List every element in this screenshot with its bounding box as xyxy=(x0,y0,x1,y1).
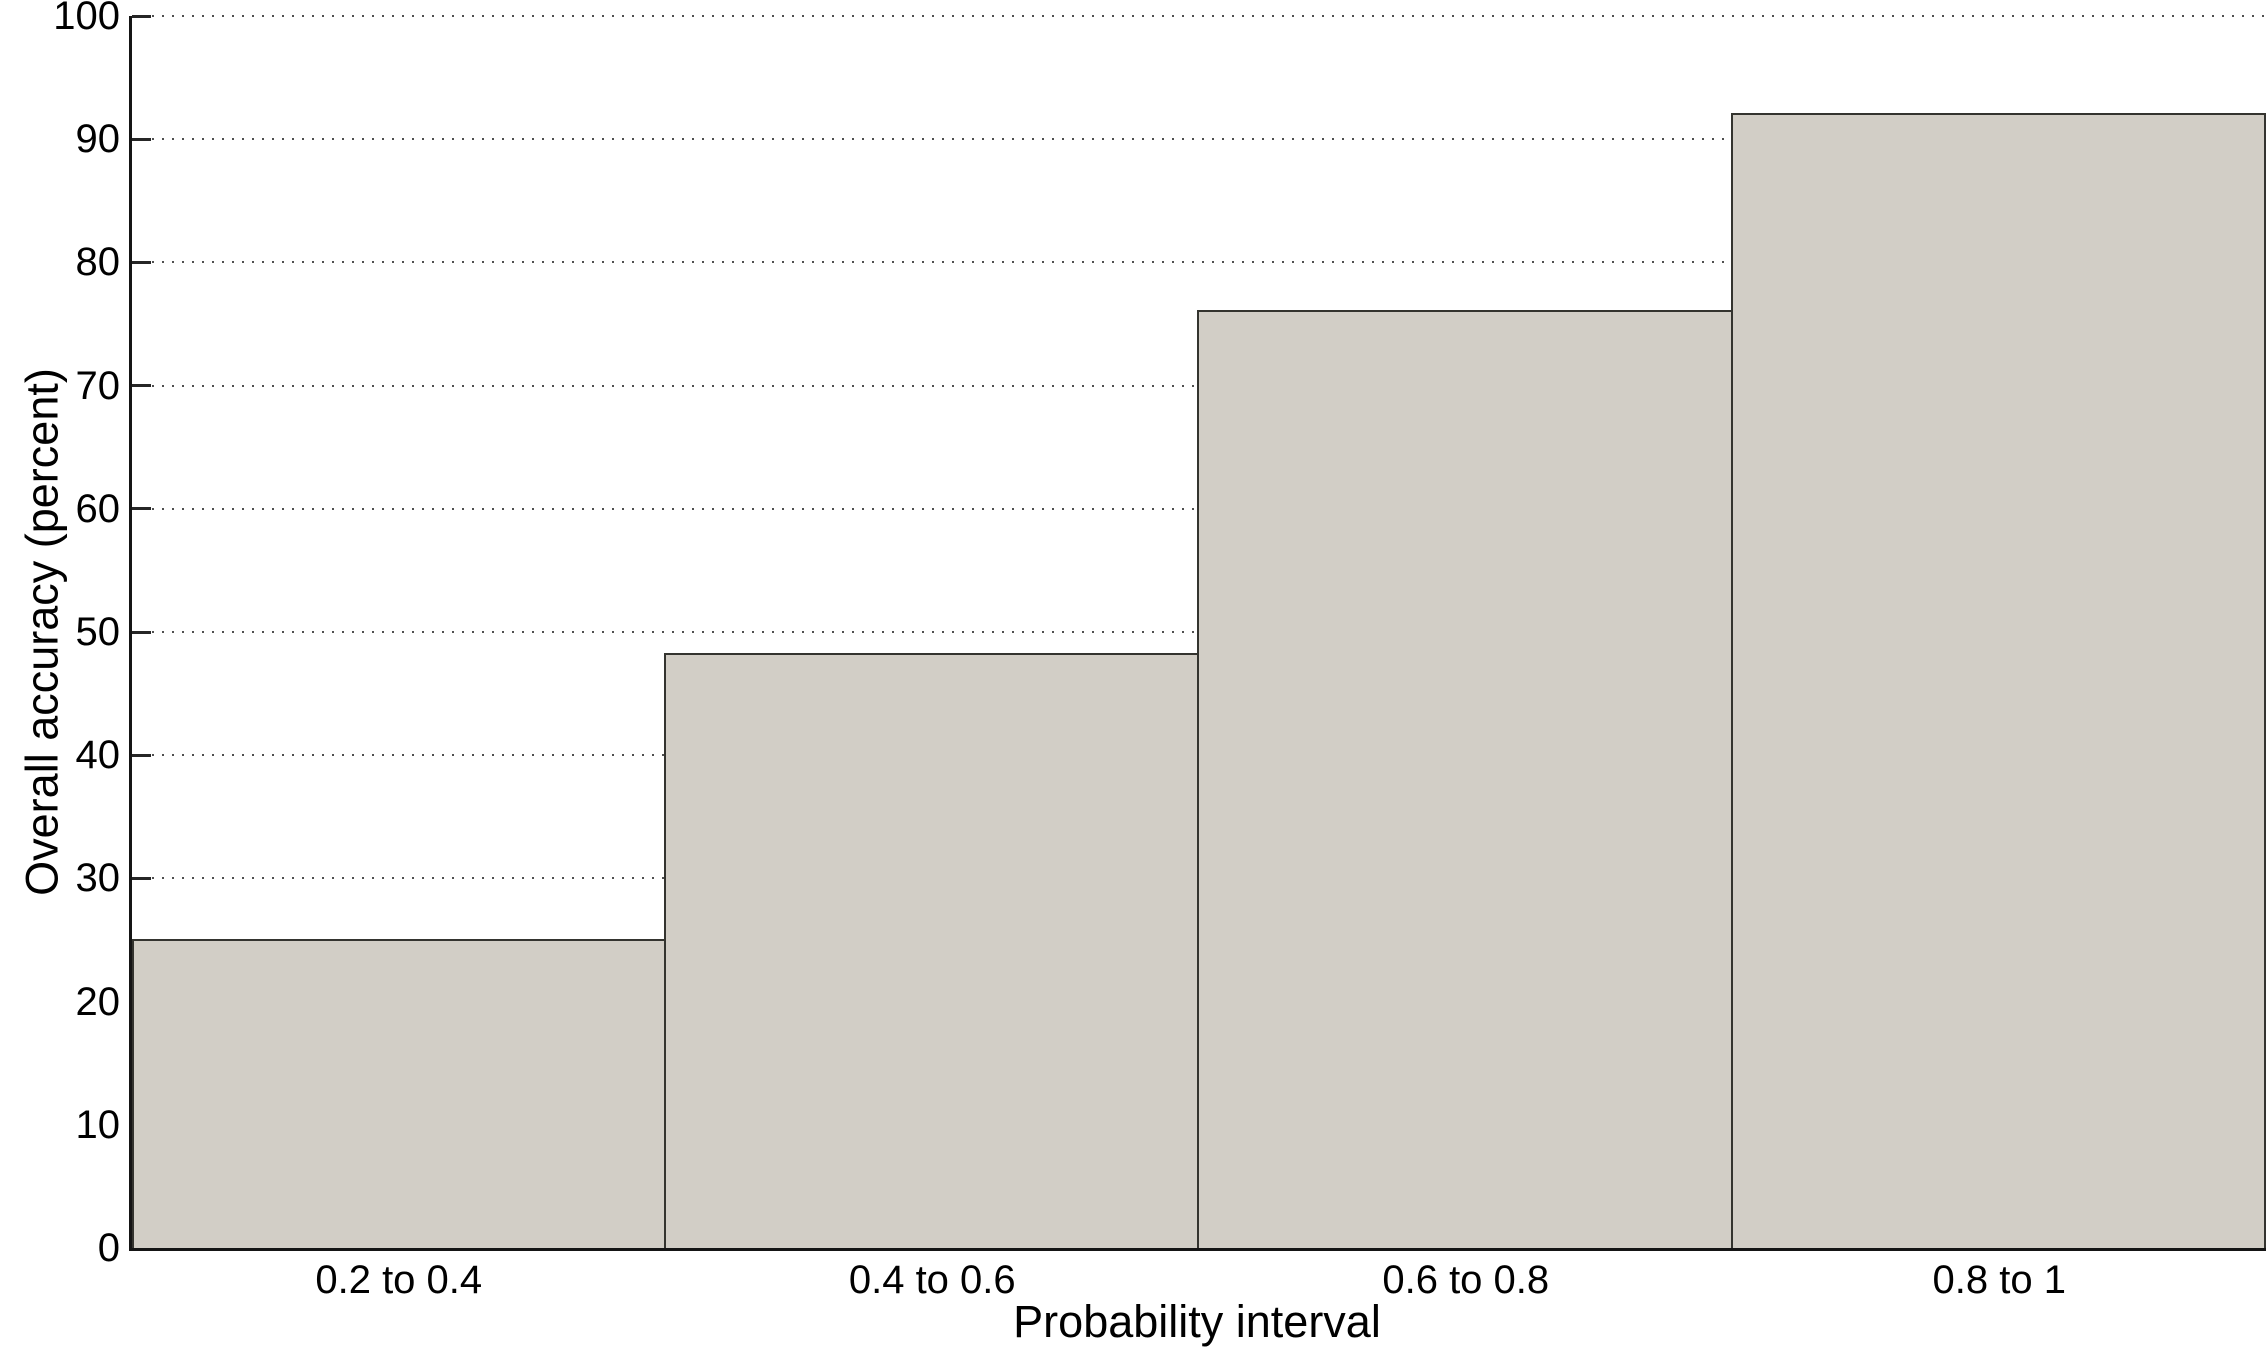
bar-0.4-to-0.6 xyxy=(663,652,1199,1248)
y-tick-mark-60 xyxy=(132,507,151,511)
x-tick-label-0.8-to-1: 0.8 to 1 xyxy=(1932,1258,2066,1302)
x-axis-label: Probability interval xyxy=(1013,1296,1381,1347)
y-tick-label-0: 0 xyxy=(97,1226,120,1270)
plot-area xyxy=(129,14,2266,1251)
y-tick-label-60: 60 xyxy=(75,486,121,531)
y-tick-mark-70 xyxy=(132,384,151,388)
bar-0.8-to-1 xyxy=(1730,113,2266,1248)
y-tick-mark-40 xyxy=(132,753,151,757)
y-tick-label-20: 20 xyxy=(75,979,121,1024)
y-tick-mark-50 xyxy=(132,630,151,634)
y-tick-label-10: 10 xyxy=(75,1102,121,1147)
gridline-90 xyxy=(132,138,2266,141)
x-tick-label-0.6-to-0.8: 0.6 to 0.8 xyxy=(1382,1258,1550,1302)
y-tick-mark-100 xyxy=(132,14,151,18)
y-tick-label-30: 30 xyxy=(75,856,121,901)
y-tick-mark-90 xyxy=(132,137,151,141)
y-tick-label-40: 40 xyxy=(75,733,121,778)
y-tick-label-100: 100 xyxy=(53,0,120,38)
y-tick-label-80: 80 xyxy=(75,240,121,285)
y-tick-label-70: 70 xyxy=(75,363,121,408)
x-tick-label-0.2-to-0.4: 0.2 to 0.4 xyxy=(315,1258,483,1302)
y-tick-label-90: 90 xyxy=(75,117,121,162)
gridline-80 xyxy=(132,261,2266,264)
bar-0.6-to-0.8 xyxy=(1197,310,1733,1248)
y-tick-label-50: 50 xyxy=(75,610,121,654)
y-tick-mark-30 xyxy=(132,876,151,880)
bar-0.2-to-0.4 xyxy=(132,938,666,1248)
x-tick-label-0.4-to-0.6: 0.4 to 0.6 xyxy=(848,1258,1016,1302)
gridline-100 xyxy=(132,15,2266,17)
y-tick-mark-80 xyxy=(132,260,151,264)
